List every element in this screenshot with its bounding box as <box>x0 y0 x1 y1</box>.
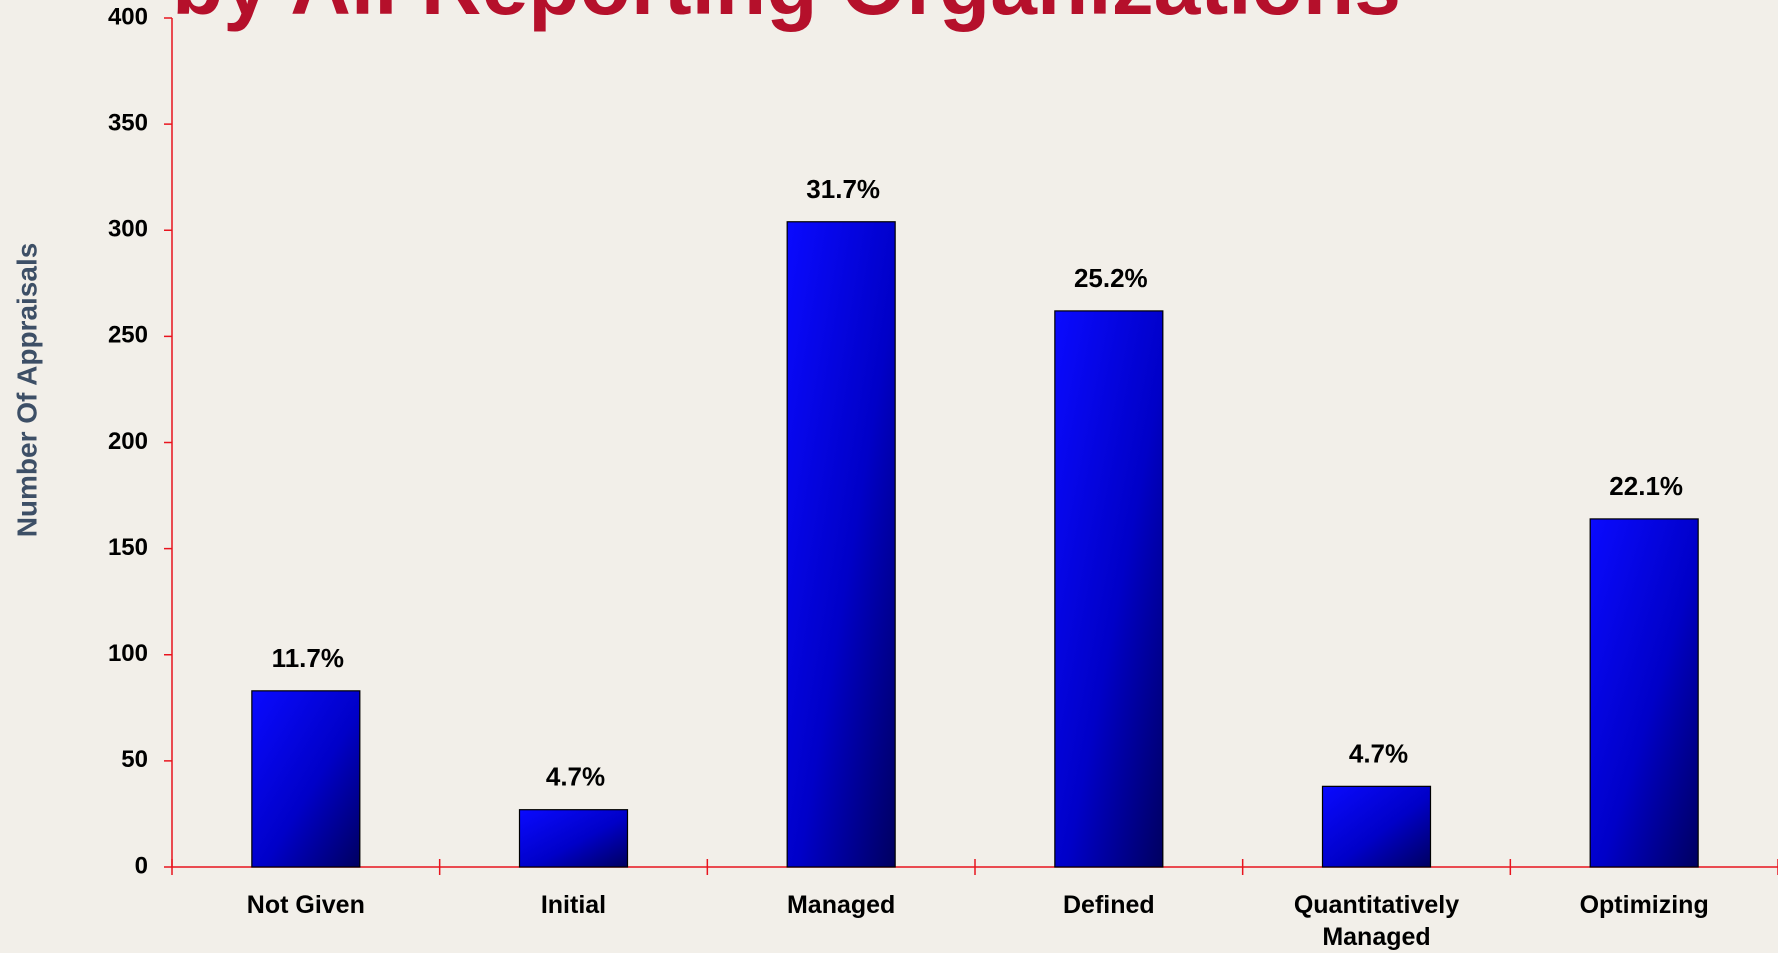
bar <box>251 690 361 868</box>
y-axis-label: Number Of Appraisals <box>11 243 42 538</box>
y-tick-label: 300 <box>108 216 148 243</box>
chart-title: by All Reporting Organizations <box>172 0 1401 32</box>
bar <box>1054 310 1164 868</box>
bar-label: 25.2% <box>1074 263 1148 293</box>
y-tick-label: 400 <box>108 3 148 30</box>
x-tick-label: Quantitatively Managed <box>1293 891 1460 951</box>
bar-label: 11.7% <box>272 643 344 673</box>
bar-label: 22.1% <box>1609 471 1683 501</box>
bar <box>1321 785 1432 868</box>
bar-label: 4.7% <box>1349 738 1408 768</box>
bar-label: 31.7% <box>806 174 880 204</box>
y-tick-label: 200 <box>108 428 148 455</box>
x-tick-label: Defined <box>1062 891 1155 919</box>
bar <box>518 809 629 868</box>
bar <box>786 221 896 868</box>
x-tick-label: Not Given <box>246 891 365 919</box>
y-tick-label: 150 <box>108 534 148 561</box>
y-tick-label: 0 <box>135 852 148 879</box>
x-tick-label: Initial <box>540 891 607 919</box>
y-tick-label: 250 <box>108 322 148 349</box>
x-tick-label: Optimizing <box>1579 891 1709 919</box>
bar <box>1589 518 1699 868</box>
y-tick-label: 100 <box>108 640 148 667</box>
x-tick-label: Managed <box>786 891 896 919</box>
y-tick-label: 50 <box>121 746 148 773</box>
y-tick-label: 350 <box>108 109 148 136</box>
bar-label: 4.7% <box>546 762 605 792</box>
